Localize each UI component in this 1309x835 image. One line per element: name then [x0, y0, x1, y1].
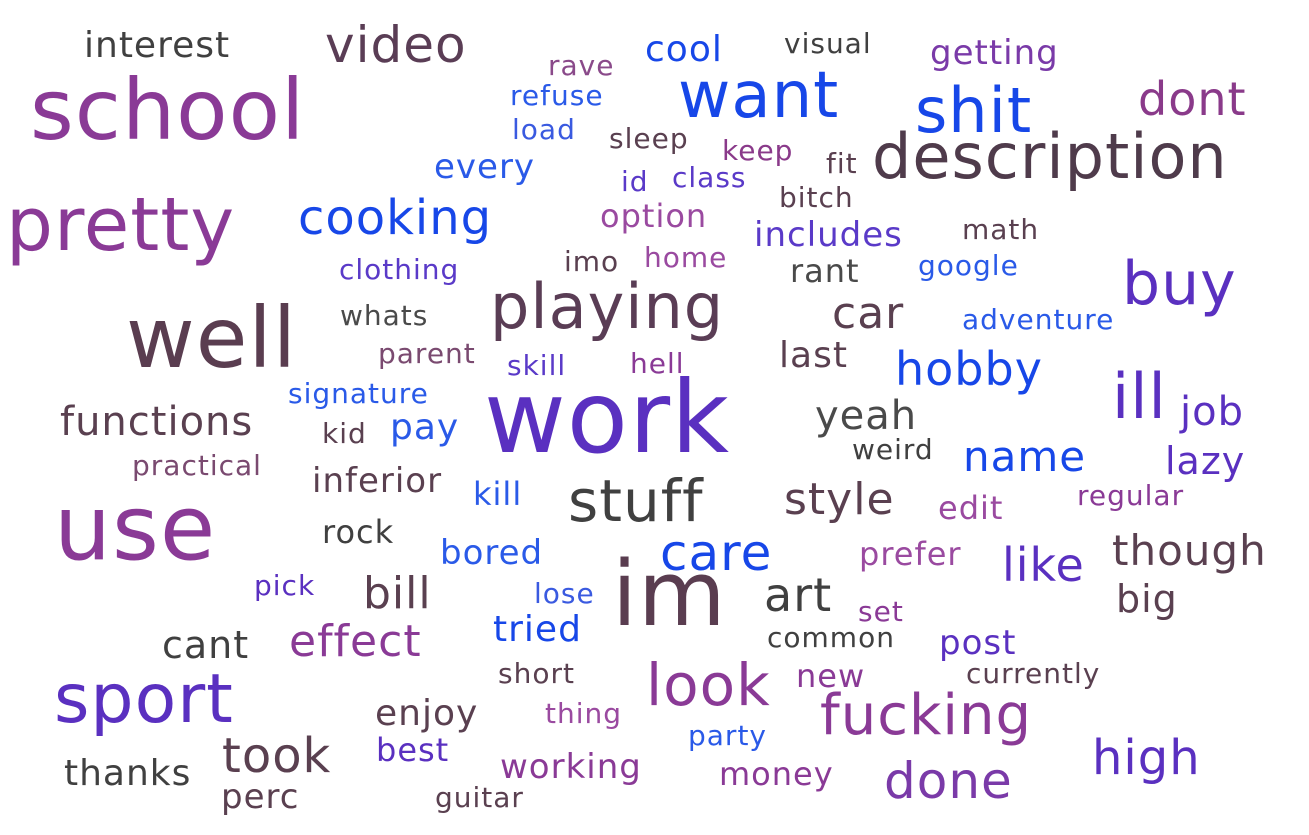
word-video: video: [325, 16, 467, 74]
word-big: big: [1116, 577, 1178, 621]
word-practical: practical: [132, 449, 262, 482]
word-parent: parent: [378, 337, 476, 370]
word-pay: pay: [390, 407, 460, 448]
word-clothing: clothing: [339, 253, 460, 286]
word-enjoy: enjoy: [375, 693, 479, 734]
word-hell: hell: [630, 347, 685, 380]
word-work: work: [484, 359, 730, 476]
word-fit: fit: [826, 147, 858, 180]
word-sleep: sleep: [609, 122, 689, 155]
word-regular: regular: [1077, 479, 1185, 512]
word-use: use: [54, 476, 217, 581]
word-class: class: [672, 161, 747, 194]
word-stuff: stuff: [568, 467, 704, 535]
word-kid: kid: [322, 417, 367, 450]
word-though: though: [1112, 526, 1267, 575]
word-hobby: hobby: [895, 342, 1043, 396]
word-math: math: [962, 213, 1040, 246]
word-bored: bored: [440, 533, 544, 573]
word-kill: kill: [473, 475, 523, 513]
word-rock: rock: [322, 513, 395, 551]
word-functions: functions: [60, 399, 254, 445]
word-thing: thing: [545, 697, 623, 730]
word-whats: whats: [340, 299, 429, 332]
word-yeah: yeah: [815, 393, 918, 439]
word-done: done: [884, 752, 1013, 810]
word-best: best: [376, 731, 450, 769]
word-art: art: [764, 568, 833, 622]
word-ill: ill: [1112, 360, 1167, 433]
word-cool: cool: [645, 29, 723, 70]
word-cant: cant: [162, 623, 250, 667]
word-includes: includes: [754, 215, 903, 255]
word-every: every: [434, 147, 536, 187]
word-high: high: [1092, 730, 1201, 786]
word-getting: getting: [930, 33, 1059, 73]
word-thanks: thanks: [64, 753, 192, 794]
word-pretty: pretty: [6, 182, 236, 268]
word-money: money: [719, 755, 834, 793]
word-interest: interest: [84, 25, 231, 66]
word-dont: dont: [1138, 72, 1247, 126]
word-rant: rant: [790, 252, 860, 290]
word-signature: signature: [288, 377, 429, 410]
word-imo: imo: [564, 245, 620, 278]
word-adventure: adventure: [962, 303, 1115, 336]
word-cooking: cooking: [298, 190, 493, 246]
word-refuse: refuse: [510, 79, 604, 112]
word-buy: buy: [1122, 249, 1237, 319]
word-short: short: [498, 657, 575, 690]
word-well: well: [126, 289, 298, 387]
word-im: im: [612, 542, 727, 647]
word-lazy: lazy: [1165, 439, 1246, 483]
word-skill: skill: [507, 349, 567, 382]
word-post: post: [939, 623, 1017, 663]
word-rave: rave: [548, 49, 615, 82]
word-bill: bill: [363, 568, 432, 619]
word-tried: tried: [493, 609, 582, 650]
word-like: like: [1002, 538, 1085, 592]
word-last: last: [779, 335, 848, 376]
word-option: option: [600, 197, 708, 235]
word-style: style: [784, 474, 895, 525]
word-want: want: [678, 59, 840, 133]
word-id: id: [621, 165, 649, 198]
word-guitar: guitar: [435, 781, 524, 814]
word-working: working: [500, 747, 642, 787]
word-name: name: [963, 432, 1087, 481]
word-look: look: [646, 651, 771, 719]
word-bitch: bitch: [779, 181, 854, 214]
word-home: home: [644, 241, 728, 274]
word-shit: shit: [915, 74, 1033, 147]
word-keep: keep: [722, 134, 794, 167]
word-inferior: inferior: [312, 461, 443, 501]
word-school: school: [30, 61, 306, 159]
word-description: description: [872, 120, 1228, 193]
word-playing: playing: [490, 270, 725, 343]
word-set: set: [858, 595, 904, 628]
word-new: new: [796, 657, 866, 695]
word-google: google: [918, 249, 1019, 282]
word-perc: perc: [221, 777, 300, 817]
word-pick: pick: [254, 569, 316, 602]
word-effect: effect: [289, 616, 422, 667]
word-took: took: [222, 728, 332, 784]
word-care: care: [660, 524, 773, 582]
word-party: party: [688, 719, 767, 752]
word-edit: edit: [938, 489, 1004, 527]
word-job: job: [1180, 389, 1244, 435]
word-currently: currently: [966, 657, 1101, 690]
word-load: load: [512, 113, 576, 146]
word-lose: lose: [534, 577, 595, 610]
word-prefer: prefer: [859, 535, 962, 573]
word-weird: weird: [852, 433, 934, 466]
word-sport: sport: [54, 660, 234, 739]
word-common: common: [767, 621, 895, 654]
word-fucking: fucking: [820, 683, 1033, 748]
word-visual: visual: [784, 27, 872, 60]
word-car: car: [832, 288, 905, 339]
